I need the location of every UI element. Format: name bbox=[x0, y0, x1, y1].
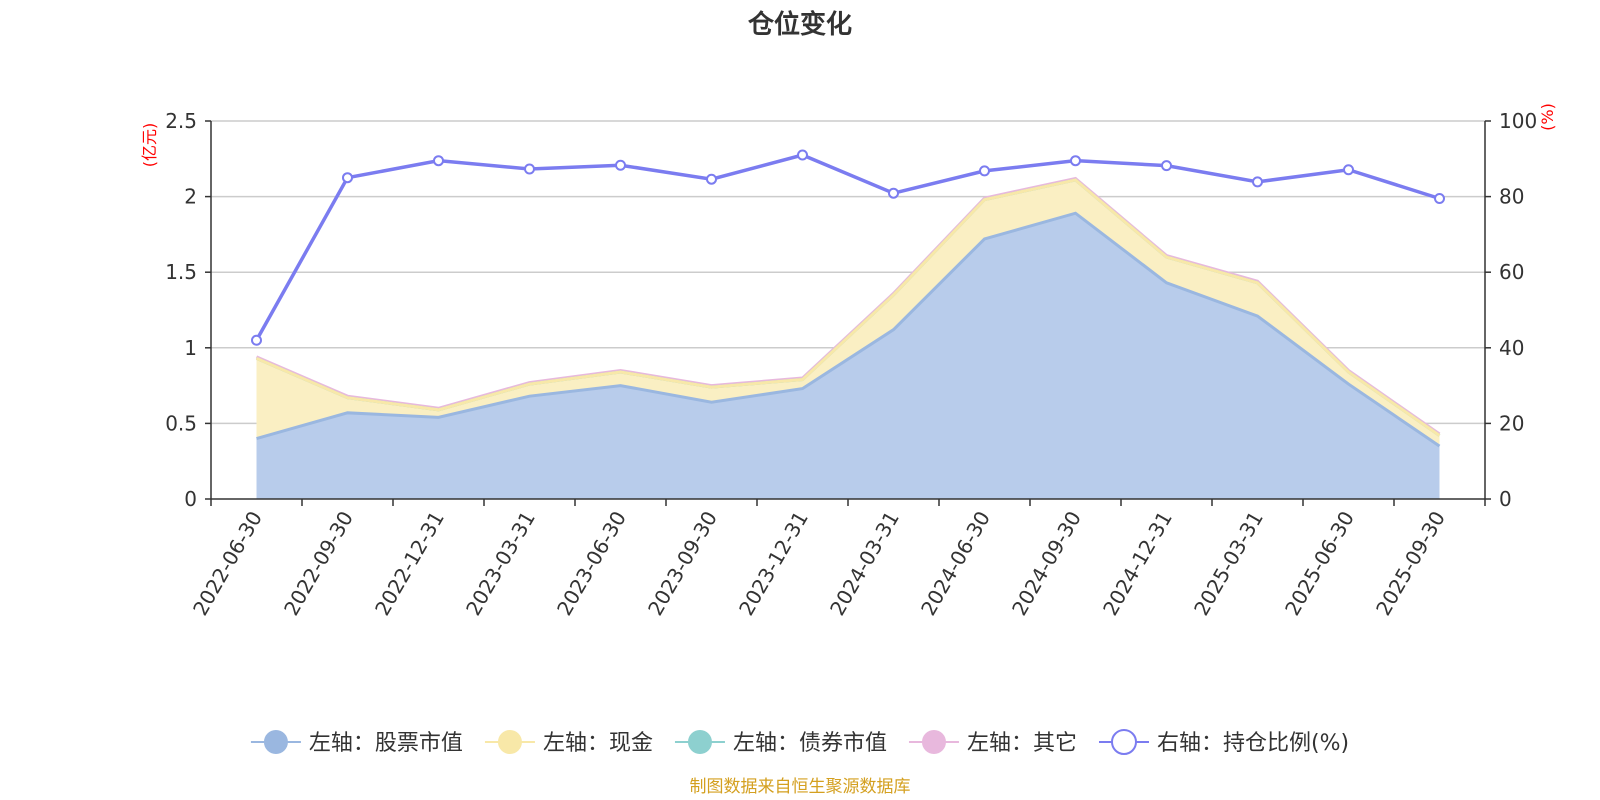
legend-marker bbox=[921, 730, 946, 754]
legend-label: 左轴：现金 bbox=[543, 731, 653, 756]
legend-label: 右轴：持仓比例(%) bbox=[1157, 731, 1349, 756]
ratio-point bbox=[524, 163, 535, 175]
right-tick-label: 0 bbox=[1499, 487, 1512, 511]
right-tick-label: 100 bbox=[1499, 109, 1537, 133]
ratio-point bbox=[797, 149, 808, 161]
area-line-左轴：现金 bbox=[255, 178, 1441, 437]
chart-title: 仓位变化 bbox=[747, 9, 852, 40]
x-tick-label: 2024-06-30 bbox=[916, 507, 995, 620]
ratio-point bbox=[1070, 155, 1081, 167]
x-tick-label: 2023-09-30 bbox=[643, 507, 722, 620]
legend-marker bbox=[263, 730, 288, 754]
x-tick-label: 2023-03-31 bbox=[461, 507, 540, 620]
right-tick-label: 60 bbox=[1499, 260, 1524, 284]
x-tick-label: 2024-12-31 bbox=[1098, 507, 1177, 620]
ratio-point bbox=[433, 155, 444, 167]
data-source-note: 制图数据来自恒生聚源数据库 bbox=[690, 777, 911, 797]
right-tick-label: 20 bbox=[1499, 411, 1524, 435]
ratio-point bbox=[706, 173, 717, 185]
x-tick-label: 2022-06-30 bbox=[188, 507, 267, 620]
ratio-point bbox=[1161, 160, 1172, 172]
ratio-point bbox=[1343, 164, 1354, 176]
holding-ratio-series bbox=[251, 149, 1445, 346]
legend-label: 左轴：债券市值 bbox=[733, 731, 887, 756]
area-line-左轴：股票市值 bbox=[256, 211, 1441, 448]
x-tick-label: 2023-06-30 bbox=[552, 507, 631, 620]
left-axis-unit: (亿元) bbox=[140, 123, 159, 168]
legend-label: 左轴：股票市值 bbox=[309, 731, 463, 756]
left-tick-label: 0 bbox=[184, 487, 197, 511]
left-tick-label: 0.5 bbox=[165, 411, 197, 435]
ratio-line bbox=[254, 153, 1441, 342]
x-tick-label: 2022-12-31 bbox=[370, 507, 449, 620]
legend-marker bbox=[497, 730, 522, 754]
right-tick-label: 40 bbox=[1499, 336, 1524, 360]
x-tick-label: 2025-06-30 bbox=[1280, 507, 1359, 620]
x-tick-label: 2023-12-31 bbox=[734, 507, 813, 620]
left-tick-label: 2 bbox=[184, 185, 197, 209]
ratio-point bbox=[888, 187, 899, 199]
area-左轴：现金 bbox=[256, 179, 1440, 447]
ratio-point bbox=[615, 159, 626, 171]
x-tick-label: 2022-09-30 bbox=[279, 507, 358, 620]
x-tick-label: 2024-03-31 bbox=[825, 507, 904, 620]
right-tick-label: 80 bbox=[1499, 185, 1524, 209]
left-tick-label: 2.5 bbox=[165, 109, 197, 133]
stacked-areas bbox=[255, 176, 1441, 499]
ratio-point bbox=[251, 334, 262, 346]
legend-marker bbox=[1110, 729, 1137, 755]
area-左轴：股票市值 bbox=[256, 213, 1440, 499]
left-tick-label: 1.5 bbox=[165, 260, 197, 284]
ratio-point bbox=[1252, 176, 1263, 188]
x-tick-label: 2025-03-31 bbox=[1189, 507, 1268, 620]
ratio-point bbox=[1434, 192, 1445, 204]
ratio-point bbox=[342, 172, 353, 184]
ratio-point bbox=[979, 165, 990, 177]
right-axis-unit: (%) bbox=[1538, 103, 1557, 131]
legend-marker bbox=[687, 730, 712, 754]
legend: 左轴：股票市值 左轴：现金 左轴：债券市值 左轴：其它 右轴：持仓比例(%) bbox=[250, 729, 1349, 756]
x-tick-label: 2024-09-30 bbox=[1007, 507, 1086, 620]
x-tick-label: 2025-09-30 bbox=[1371, 507, 1450, 620]
legend-label: 左轴：其它 bbox=[967, 731, 1077, 756]
left-tick-label: 1 bbox=[184, 336, 197, 360]
